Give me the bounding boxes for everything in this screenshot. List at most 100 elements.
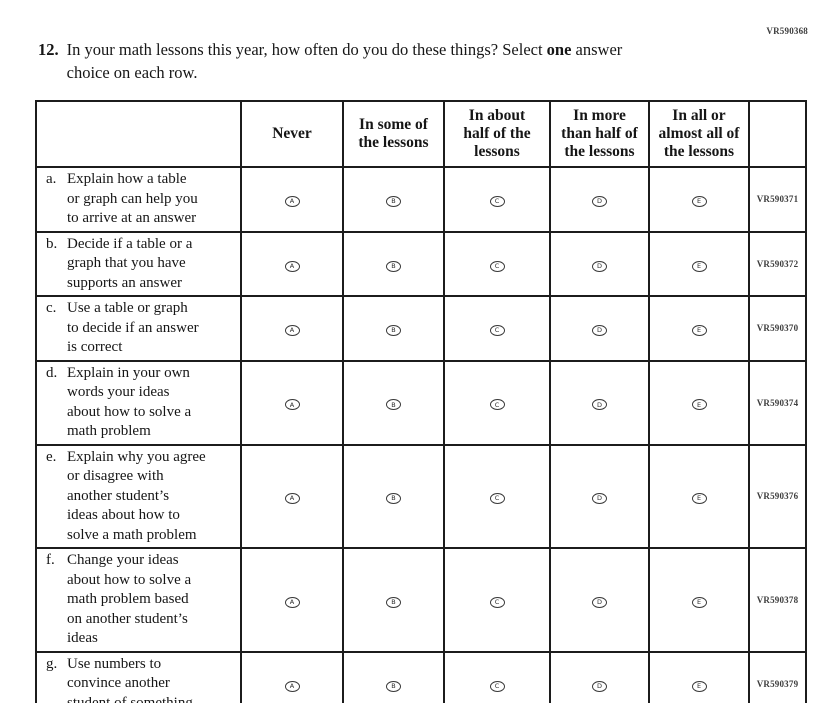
answer-bubble-d[interactable]: D: [592, 596, 607, 608]
answer-cell: A: [240, 443, 344, 549]
answer-bubble-e[interactable]: E: [691, 260, 707, 272]
header-cell-about-half: In about half of the lessons: [443, 100, 551, 168]
row-vr-code: VR590372: [756, 258, 799, 269]
row-label: Explain why you agree or disagree with a…: [67, 448, 206, 543]
answer-bubble-b[interactable]: B: [386, 596, 401, 608]
answer-bubble-b[interactable]: B: [386, 399, 401, 411]
answer-cell: E: [648, 443, 750, 549]
answer-bubble-b[interactable]: B: [386, 196, 401, 207]
row-vr-cell: VR590370: [748, 295, 807, 362]
answer-cell: B: [342, 166, 445, 233]
answer-cell: E: [648, 650, 750, 703]
answer-cell: C: [443, 230, 551, 297]
row-label-cell: d. Explain in your own words your ideas a…: [35, 359, 242, 446]
answer-cell: B: [342, 547, 445, 653]
row-letter: c.: [46, 300, 57, 316]
row-label: Use a table or graph to decide if an ans…: [67, 300, 199, 355]
answer-cell: D: [549, 650, 650, 703]
row-vr-cell: VR590378: [748, 547, 807, 653]
answer-cell: D: [549, 359, 650, 446]
answer-bubble-a[interactable]: A: [284, 260, 300, 272]
answer-bubble-c[interactable]: C: [489, 596, 505, 608]
row-letter: d.: [46, 364, 58, 381]
row-label: Explain in your own words your ideas abo…: [67, 364, 192, 440]
answer-cell: E: [648, 547, 750, 653]
answer-cell: E: [648, 359, 750, 446]
answer-bubble-c[interactable]: C: [489, 399, 505, 411]
question-number: 12.: [38, 40, 59, 59]
answer-cell: A: [240, 230, 344, 297]
answer-cell: E: [648, 166, 750, 233]
answer-bubble-c[interactable]: C: [489, 493, 505, 504]
answer-bubble-e[interactable]: E: [691, 680, 707, 692]
answer-cell: D: [549, 443, 650, 549]
question-block: 12. In your math lessons this year, how …: [38, 38, 738, 84]
answer-cell: B: [342, 443, 445, 549]
answer-bubble-d[interactable]: D: [592, 493, 607, 504]
row-label-cell: b. Decide if a table or a graph that you …: [35, 230, 242, 297]
answer-bubble-e[interactable]: E: [691, 325, 707, 336]
table-body: a. Explain how a table or graph can help …: [35, 166, 807, 703]
answer-cell: A: [240, 295, 344, 362]
answer-cell: A: [240, 650, 344, 703]
answer-cell: C: [443, 359, 551, 446]
answer-bubble-d[interactable]: D: [592, 260, 607, 272]
row-vr-cell: VR590376: [748, 443, 807, 549]
row-vr-cell: VR590374: [748, 359, 807, 446]
row-letter: f.: [46, 552, 55, 568]
answer-cell: D: [549, 295, 650, 362]
table-row: e. Explain why you agree or disagree with…: [35, 443, 807, 549]
answer-cell: C: [443, 166, 551, 233]
answer-bubble-d[interactable]: D: [592, 680, 607, 692]
header-cell-all-lessons: In all or almost all of the lessons: [648, 100, 750, 168]
row-vr-cell: VR590372: [748, 230, 807, 297]
question-text-after: answer choice on each row.: [66, 40, 623, 82]
answer-cell: C: [443, 443, 551, 549]
header-cell-empty: [35, 100, 242, 168]
row-label-cell: g. Use numbers to convince another studen…: [35, 650, 242, 703]
answer-cell: B: [342, 650, 445, 703]
answer-bubble-a[interactable]: A: [284, 325, 300, 336]
answer-bubble-c[interactable]: C: [489, 196, 505, 207]
answer-bubble-b[interactable]: B: [386, 325, 401, 336]
answer-bubble-b[interactable]: B: [386, 493, 401, 504]
question-text: In your math lessons this year, how ofte…: [67, 38, 623, 84]
row-letter: b.: [46, 235, 58, 252]
answer-bubble-a[interactable]: A: [284, 196, 300, 207]
answer-bubble-a[interactable]: A: [284, 493, 300, 504]
answer-cell: A: [240, 547, 344, 653]
row-letter: g.: [46, 655, 58, 672]
table-row: g. Use numbers to convince another studen…: [35, 650, 807, 703]
answer-bubble-d[interactable]: D: [592, 399, 607, 411]
answer-bubble-c[interactable]: C: [489, 680, 505, 692]
answer-bubble-e[interactable]: E: [691, 399, 707, 411]
answer-bubble-c[interactable]: C: [489, 325, 505, 336]
answer-bubble-b[interactable]: B: [386, 260, 401, 272]
answer-bubble-e[interactable]: E: [691, 596, 707, 608]
answer-bubble-a[interactable]: A: [284, 596, 300, 608]
header-row: Never In some of the lessons In about ha…: [35, 100, 807, 168]
row-label-cell: e. Explain why you agree or disagree with…: [35, 443, 242, 549]
answer-bubble-a[interactable]: A: [284, 680, 300, 692]
answer-cell: D: [549, 547, 650, 653]
answer-bubble-e[interactable]: E: [691, 196, 707, 207]
answer-bubble-b[interactable]: B: [386, 680, 401, 692]
row-vr-code: VR590376: [756, 491, 799, 502]
answer-bubble-d[interactable]: D: [592, 325, 607, 336]
answer-bubble-a[interactable]: A: [284, 399, 300, 411]
row-label-cell: a. Explain how a table or graph can help …: [35, 166, 242, 233]
survey-table: Never In some of the lessons In about ha…: [35, 100, 807, 703]
answer-cell: A: [240, 166, 344, 233]
answer-bubble-e[interactable]: E: [691, 493, 707, 504]
answer-cell: C: [443, 295, 551, 362]
question-bold-word: one: [546, 40, 572, 59]
answer-bubble-c[interactable]: C: [489, 260, 505, 272]
table-row: f. Change your ideas about how to solve a…: [35, 547, 807, 653]
answer-cell: E: [648, 230, 750, 297]
table-row: a. Explain how a table or graph can help …: [35, 166, 807, 233]
answer-cell: D: [549, 166, 650, 233]
answer-bubble-d[interactable]: D: [592, 196, 607, 207]
table-row: c. Use a table or graph to decide if an a…: [35, 295, 807, 362]
table-row: b. Decide if a table or a graph that you …: [35, 230, 807, 297]
